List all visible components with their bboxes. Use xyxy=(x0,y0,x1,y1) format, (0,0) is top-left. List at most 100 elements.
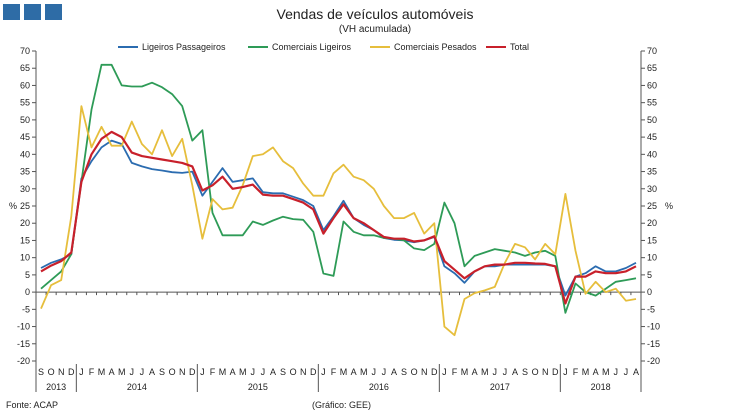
x-month-label: O xyxy=(48,367,55,377)
y-tick-label-right: 45 xyxy=(647,132,657,142)
x-month-label: J xyxy=(614,367,619,377)
x-month-label: M xyxy=(582,367,590,377)
x-month-label: N xyxy=(300,367,307,377)
y-tick-label-left: 15 xyxy=(20,235,30,245)
x-month-label: S xyxy=(401,367,407,377)
x-month-label: J xyxy=(130,367,135,377)
x-month-label: J xyxy=(140,367,145,377)
x-month-label: O xyxy=(532,367,539,377)
y-tick-label-right: 35 xyxy=(647,167,657,177)
x-month-label: A xyxy=(593,367,599,377)
x-year-label: 2017 xyxy=(490,382,510,392)
y-axis-label-right: % xyxy=(665,201,673,211)
y-tick-label-left: 10 xyxy=(20,253,30,263)
x-month-label: A xyxy=(351,367,357,377)
chart-title: Vendas de veículos automóveis xyxy=(276,6,474,22)
legend-entry: Total xyxy=(510,42,529,52)
x-month-label: O xyxy=(169,367,176,377)
y-axis-label-left: % xyxy=(9,201,17,211)
y-tick-label-left: -10 xyxy=(17,322,30,332)
series-line-comerciais-ligeiros xyxy=(40,63,637,314)
x-month-label: J xyxy=(442,367,447,377)
y-tick-label-right: 70 xyxy=(647,46,657,56)
y-tick-label-right: 30 xyxy=(647,184,657,194)
x-month-label: J xyxy=(372,367,377,377)
y-tick-label-right: 20 xyxy=(647,218,657,228)
y-tick-label-right: 50 xyxy=(647,115,657,125)
y-tick-label-right: -15 xyxy=(647,339,660,349)
x-month-label: F xyxy=(89,367,95,377)
x-month-label: M xyxy=(461,367,469,377)
y-tick-label-left: 45 xyxy=(20,132,30,142)
x-month-label: A xyxy=(391,367,397,377)
y-tick-label-right: 0 xyxy=(647,287,652,297)
x-month-label: J xyxy=(200,367,205,377)
x-month-label: A xyxy=(472,367,478,377)
legend-entry: Ligeiros Passageiros xyxy=(142,42,226,52)
y-tick-label-left: 50 xyxy=(20,115,30,125)
logo-square-3 xyxy=(45,4,62,20)
y-tick-label-right: -20 xyxy=(647,356,660,366)
x-month-label: N xyxy=(179,367,186,377)
y-tick-label-right: 60 xyxy=(647,80,657,90)
y-tick-label-left: 65 xyxy=(20,63,30,73)
x-year-label: 2013 xyxy=(46,382,66,392)
y-tick-label-left: 30 xyxy=(20,184,30,194)
series-line-comerciais-pesados xyxy=(40,105,637,337)
x-year-label: 2015 xyxy=(248,382,268,392)
x-month-label: J xyxy=(321,367,326,377)
x-month-label: A xyxy=(109,367,115,377)
x-month-label: J xyxy=(251,367,256,377)
y-tick-label-left: 25 xyxy=(20,201,30,211)
logo-square-2 xyxy=(24,4,41,20)
x-month-label: A xyxy=(512,367,518,377)
y-tick-label-left: 0 xyxy=(25,287,30,297)
x-month-label: F xyxy=(452,367,458,377)
x-month-label: J xyxy=(79,367,84,377)
y-tick-label-right: 65 xyxy=(647,63,657,73)
logo-square-1 xyxy=(3,4,20,20)
x-month-label: O xyxy=(411,367,418,377)
y-tick-label-right: 25 xyxy=(647,201,657,211)
x-month-label: J xyxy=(624,367,629,377)
y-tick-label-left: 60 xyxy=(20,80,30,90)
x-month-label: D xyxy=(431,367,438,377)
x-month-label: D xyxy=(68,367,75,377)
y-tick-label-left: 20 xyxy=(20,218,30,228)
y-tick-label-right: 15 xyxy=(647,235,657,245)
y-tick-label-left: 55 xyxy=(20,98,30,108)
x-year-label: 2016 xyxy=(369,382,389,392)
series-line-total xyxy=(40,130,637,305)
x-year-label: 2014 xyxy=(127,382,147,392)
y-tick-label-left: 70 xyxy=(20,46,30,56)
x-month-label: O xyxy=(290,367,297,377)
y-tick-label-right: 10 xyxy=(647,253,657,263)
y-tick-label-left: -5 xyxy=(22,304,30,314)
y-tick-label-left: -15 xyxy=(17,339,30,349)
y-tick-label-right: -5 xyxy=(647,304,655,314)
x-month-label: D xyxy=(189,367,196,377)
source-note: Fonte: ACAP xyxy=(6,400,59,410)
y-tick-label-left: 5 xyxy=(25,270,30,280)
x-month-label: D xyxy=(552,367,559,377)
x-month-label: N xyxy=(421,367,428,377)
y-tick-label-right: 40 xyxy=(647,149,657,159)
x-month-label: A xyxy=(149,367,155,377)
x-month-label: S xyxy=(522,367,528,377)
x-month-label: M xyxy=(340,367,348,377)
x-month-label: J xyxy=(563,367,568,377)
x-month-label: A xyxy=(230,367,236,377)
y-tick-label-left: 35 xyxy=(20,167,30,177)
chart-subtitle: (VH acumulada) xyxy=(338,24,412,35)
legend-entry: Comerciais Ligeiros xyxy=(272,42,352,52)
x-month-label: N xyxy=(58,367,65,377)
x-year-label: 2018 xyxy=(591,382,611,392)
series-line-ligeiros-passageiros xyxy=(40,139,637,297)
x-month-label: F xyxy=(573,367,579,377)
x-month-label: A xyxy=(633,367,639,377)
legend-entry: Comerciais Pesados xyxy=(394,42,477,52)
x-month-label: N xyxy=(542,367,549,377)
x-month-label: M xyxy=(360,367,368,377)
x-month-label: D xyxy=(310,367,317,377)
